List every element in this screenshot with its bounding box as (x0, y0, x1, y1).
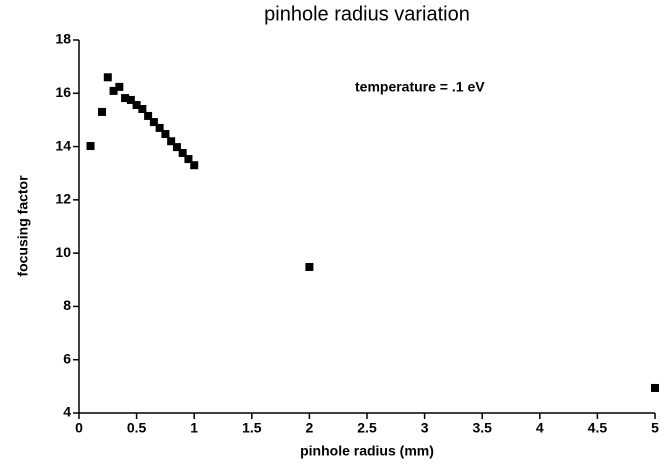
marker (98, 107, 107, 116)
x-tick-label: 4 (536, 420, 544, 436)
chart-title: pinhole radius variation (264, 3, 470, 25)
x-tick-label: 3 (421, 420, 429, 436)
marker (121, 94, 130, 103)
marker (172, 143, 181, 152)
marker (651, 383, 659, 392)
marker (155, 123, 164, 132)
y-tick-label: 18 (55, 31, 71, 47)
marker (178, 148, 187, 157)
x-tick-label: 2.5 (357, 420, 377, 436)
marker (184, 155, 193, 164)
annotation: temperature = .1 eV (355, 79, 485, 95)
marker (161, 130, 170, 139)
y-tick-label: 8 (63, 297, 71, 313)
y-tick-label: 10 (55, 244, 71, 260)
marker (126, 95, 135, 104)
marker (109, 86, 118, 95)
y-tick-label: 6 (63, 350, 71, 366)
marker (190, 161, 199, 170)
marker (132, 101, 141, 110)
marker (86, 142, 95, 151)
x-tick-label: 5 (651, 420, 659, 436)
x-tick-label: 2 (306, 420, 314, 436)
x-tick-label: 4.5 (588, 420, 608, 436)
marker (305, 262, 314, 271)
y-tick-label: 4 (63, 404, 71, 420)
marker (103, 73, 112, 82)
marker (149, 118, 158, 127)
x-tick-label: 3.5 (472, 420, 492, 436)
marker (144, 111, 153, 120)
x-tick-label: 0 (75, 420, 83, 436)
x-tick-label: 1.5 (242, 420, 262, 436)
x-axis-label: pinhole radius (mm) (300, 443, 434, 459)
y-tick-label: 14 (55, 137, 71, 153)
marker (115, 82, 124, 91)
y-tick-label: 12 (55, 191, 71, 207)
x-tick-label: 0.5 (127, 420, 147, 436)
x-tick-label: 1 (190, 420, 198, 436)
y-tick-label: 16 (55, 84, 71, 100)
marker (138, 105, 147, 114)
marker (167, 137, 176, 146)
y-axis-label: focusing factor (15, 175, 31, 277)
